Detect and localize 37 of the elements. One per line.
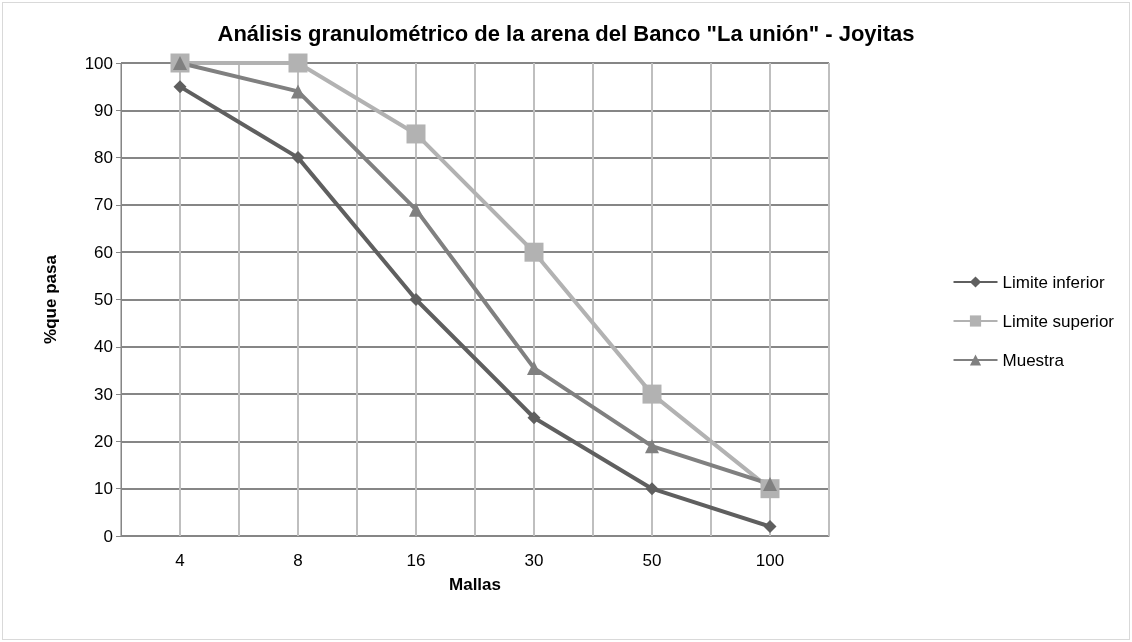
point [524,242,544,262]
x-tick-label: 100 [755,551,785,570]
point [409,293,423,306]
y-axis-title: %que pasa [41,254,60,344]
x-tick-label: 4 [175,551,185,570]
y-tick-label: 90 [94,100,113,120]
point [406,124,426,144]
point [288,53,308,73]
chart-title: Análisis granulométrico de la arena del Banco "La unión" - Joyitas [217,20,915,46]
point [527,411,541,425]
point [645,482,659,496]
y-tick-label: 70 [94,195,113,215]
y-tick-label: 100 [84,53,113,73]
y-tick-label: 10 [94,479,113,499]
y-tick-label: 80 [94,148,113,168]
point [763,520,777,534]
x-tick-label: 16 [406,551,426,570]
x-tick-label: 50 [642,551,662,570]
y-tick-label: 60 [94,242,113,262]
legend-label: Limite inferior [1002,272,1105,292]
point [642,384,662,404]
y-tick-label: 20 [94,431,113,451]
legend-label: Limite superior [1002,311,1115,331]
y-tick-label: 50 [94,290,113,309]
point [291,151,305,165]
point [291,84,305,99]
x-tick-label: 8 [293,551,303,570]
point [645,439,659,454]
y-tick-label: 0 [103,526,113,546]
legend-label: Muestra [1002,350,1065,370]
x-axis-title: Mallas [449,575,501,594]
point [173,80,187,94]
point [409,202,423,217]
point [527,361,541,376]
y-tick-label: 30 [94,384,113,404]
y-tick-label: 40 [94,337,113,357]
x-tick-label: 30 [524,551,544,570]
